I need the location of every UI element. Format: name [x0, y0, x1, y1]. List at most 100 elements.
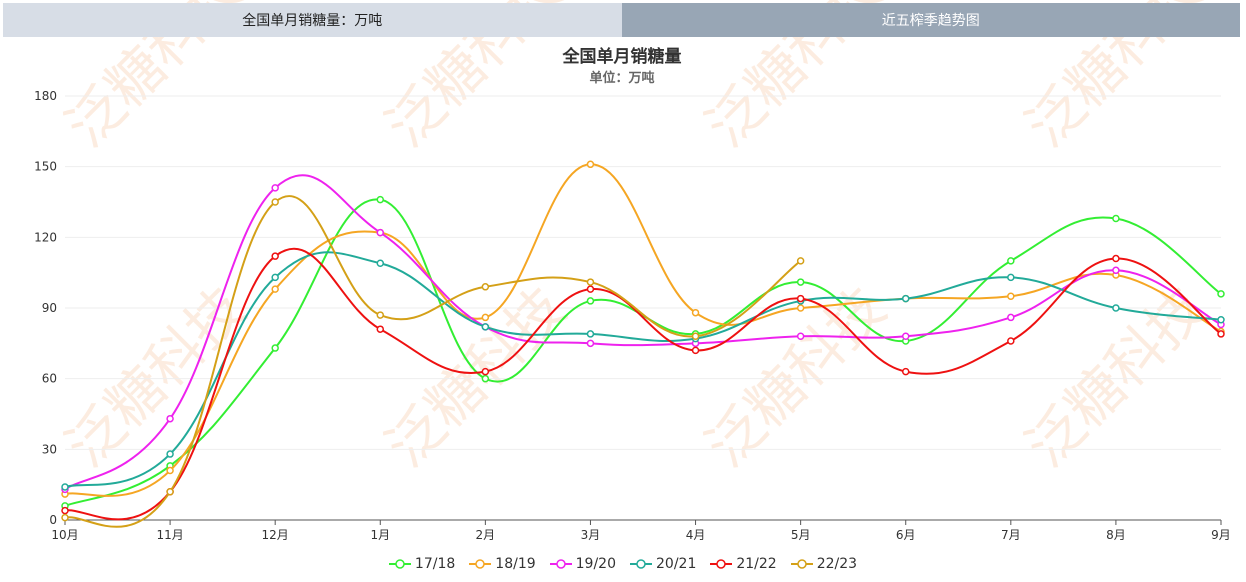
- y-tick-label: 120: [34, 230, 57, 244]
- legend-label: 21/22: [736, 556, 777, 572]
- data-point[interactable]: [1112, 214, 1120, 223]
- data-point[interactable]: [1217, 290, 1225, 298]
- series-line: [64, 247, 1222, 521]
- data-point[interactable]: [586, 339, 595, 348]
- series-line: [64, 174, 1222, 491]
- data-point[interactable]: [796, 278, 805, 286]
- data-point[interactable]: [1007, 337, 1015, 345]
- tab-monthly-sales[interactable]: 全国单月销糖量：万吨: [3, 3, 622, 37]
- data-point[interactable]: [586, 285, 595, 293]
- data-point[interactable]: [481, 323, 490, 331]
- data-point[interactable]: [586, 330, 595, 338]
- data-point[interactable]: [1007, 292, 1015, 300]
- data-point[interactable]: [796, 332, 805, 341]
- data-point[interactable]: [376, 195, 385, 204]
- data-point[interactable]: [1007, 273, 1015, 282]
- x-tick-label: 9月: [1211, 528, 1231, 542]
- data-point[interactable]: [271, 198, 279, 206]
- series-layer: [61, 160, 1225, 528]
- legend-item[interactable]: 22/23: [790, 556, 858, 572]
- data-point[interactable]: [1007, 313, 1015, 322]
- data-point[interactable]: [376, 325, 385, 333]
- legend-marker: [630, 559, 652, 569]
- legend-label: 17/18: [414, 556, 456, 572]
- legend-label: 19/20: [575, 556, 616, 572]
- data-point[interactable]: [166, 414, 174, 423]
- x-tick-label: 12月: [262, 528, 289, 542]
- data-point[interactable]: [481, 374, 490, 383]
- data-point[interactable]: [271, 273, 279, 282]
- data-point[interactable]: [376, 228, 385, 237]
- x-tick-label: 5月: [791, 528, 811, 542]
- x-tick-label: 6月: [896, 528, 916, 542]
- data-point[interactable]: [271, 285, 279, 293]
- data-point[interactable]: [901, 332, 910, 341]
- legend-marker: [549, 559, 572, 569]
- series-20-21: [61, 251, 1225, 491]
- data-point[interactable]: [61, 513, 69, 522]
- legend-label: 18/19: [495, 556, 536, 572]
- legend-label: 22/23: [816, 556, 858, 572]
- x-axis: 10月 11月 12月 1月 2月 3月 4月 5月 6月 7月 8月 9月: [51, 519, 1231, 542]
- legend-marker: [388, 559, 411, 569]
- data-point[interactable]: [1217, 330, 1225, 338]
- data-point[interactable]: [166, 450, 174, 458]
- y-tick-label: 180: [34, 89, 57, 103]
- x-tick-label: 3月: [581, 528, 601, 542]
- x-tick-label: 2月: [476, 528, 496, 542]
- x-tick-label: 4月: [686, 528, 706, 542]
- data-point[interactable]: [271, 184, 279, 192]
- data-point[interactable]: [691, 308, 700, 317]
- data-point[interactable]: [796, 294, 805, 303]
- x-tick-label: 10月: [51, 528, 78, 542]
- grid-lines: [65, 95, 1221, 450]
- tab-bar: 全国单月销糖量：万吨 近五榨季趋势图: [3, 3, 1240, 37]
- data-point[interactable]: [481, 283, 490, 291]
- data-point[interactable]: [691, 332, 700, 341]
- data-point[interactable]: [796, 257, 805, 265]
- data-point[interactable]: [901, 294, 910, 303]
- legend-item[interactable]: 20/21: [630, 556, 696, 572]
- data-point[interactable]: [61, 506, 69, 515]
- legend-item[interactable]: 21/22: [710, 556, 777, 572]
- data-point[interactable]: [1217, 316, 1225, 324]
- legend-item[interactable]: 19/20: [549, 556, 616, 572]
- y-axis: 0 30 60 90 120 150 180: [34, 89, 57, 527]
- data-point[interactable]: [796, 304, 805, 312]
- data-point[interactable]: [586, 297, 595, 305]
- data-point[interactable]: [691, 346, 700, 355]
- x-tick-label: 7月: [1001, 528, 1021, 542]
- data-point[interactable]: [376, 259, 385, 267]
- y-tick-label: 90: [42, 301, 57, 315]
- data-point[interactable]: [586, 278, 595, 286]
- data-point[interactable]: [481, 313, 490, 322]
- data-point[interactable]: [166, 487, 174, 496]
- data-point[interactable]: [271, 252, 279, 260]
- chart-title: 全国单月销糖量: [562, 46, 682, 67]
- legend-marker: [710, 559, 733, 569]
- series-21-22: [61, 247, 1225, 521]
- data-point[interactable]: [1007, 257, 1015, 265]
- x-tick-label: 1月: [370, 528, 390, 542]
- data-point[interactable]: [481, 367, 490, 376]
- legend-item[interactable]: 18/19: [469, 556, 536, 572]
- data-point[interactable]: [586, 160, 595, 169]
- x-tick-label: 8月: [1106, 528, 1126, 542]
- legend-item[interactable]: 17/18: [388, 556, 456, 572]
- legend-marker: [790, 559, 813, 569]
- data-point[interactable]: [376, 311, 385, 319]
- data-point[interactable]: [1112, 254, 1120, 263]
- legend-marker: [469, 559, 492, 569]
- y-tick-label: 150: [34, 160, 57, 174]
- data-point[interactable]: [901, 367, 910, 376]
- data-point[interactable]: [271, 344, 279, 352]
- y-tick-label: 30: [42, 442, 57, 456]
- data-point[interactable]: [61, 483, 69, 491]
- data-point[interactable]: [166, 466, 174, 475]
- x-tick-label: 11月: [156, 528, 183, 542]
- data-point[interactable]: [1112, 304, 1120, 312]
- legend-label: 20/21: [656, 556, 697, 572]
- tab-five-season-trend[interactable]: 近五榨季趋势图: [621, 3, 1240, 37]
- data-point[interactable]: [1112, 266, 1120, 275]
